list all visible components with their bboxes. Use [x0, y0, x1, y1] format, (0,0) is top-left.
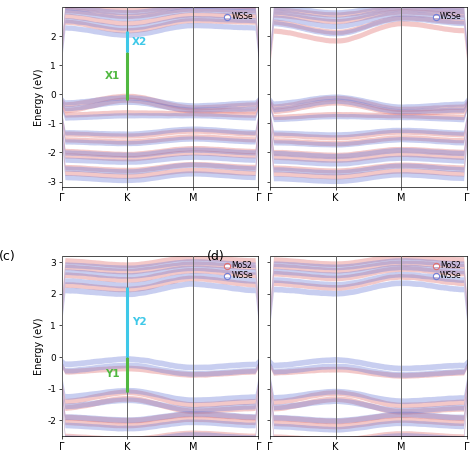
Legend: MoS2, WSSe: MoS2, WSSe — [224, 260, 255, 282]
Text: (d): (d) — [207, 250, 225, 264]
Text: X2: X2 — [132, 36, 147, 46]
Text: Y2: Y2 — [132, 317, 146, 327]
Text: X1: X1 — [105, 71, 120, 81]
Text: (c): (c) — [0, 250, 16, 264]
Legend: WSSe: WSSe — [224, 11, 255, 23]
Y-axis label: Energy (eV): Energy (eV) — [34, 317, 44, 375]
Y-axis label: Energy (eV): Energy (eV) — [34, 68, 44, 126]
Legend: WSSe: WSSe — [432, 11, 463, 23]
Text: Y1: Y1 — [106, 369, 120, 379]
Legend: MoS2, WSSe: MoS2, WSSe — [432, 260, 463, 282]
